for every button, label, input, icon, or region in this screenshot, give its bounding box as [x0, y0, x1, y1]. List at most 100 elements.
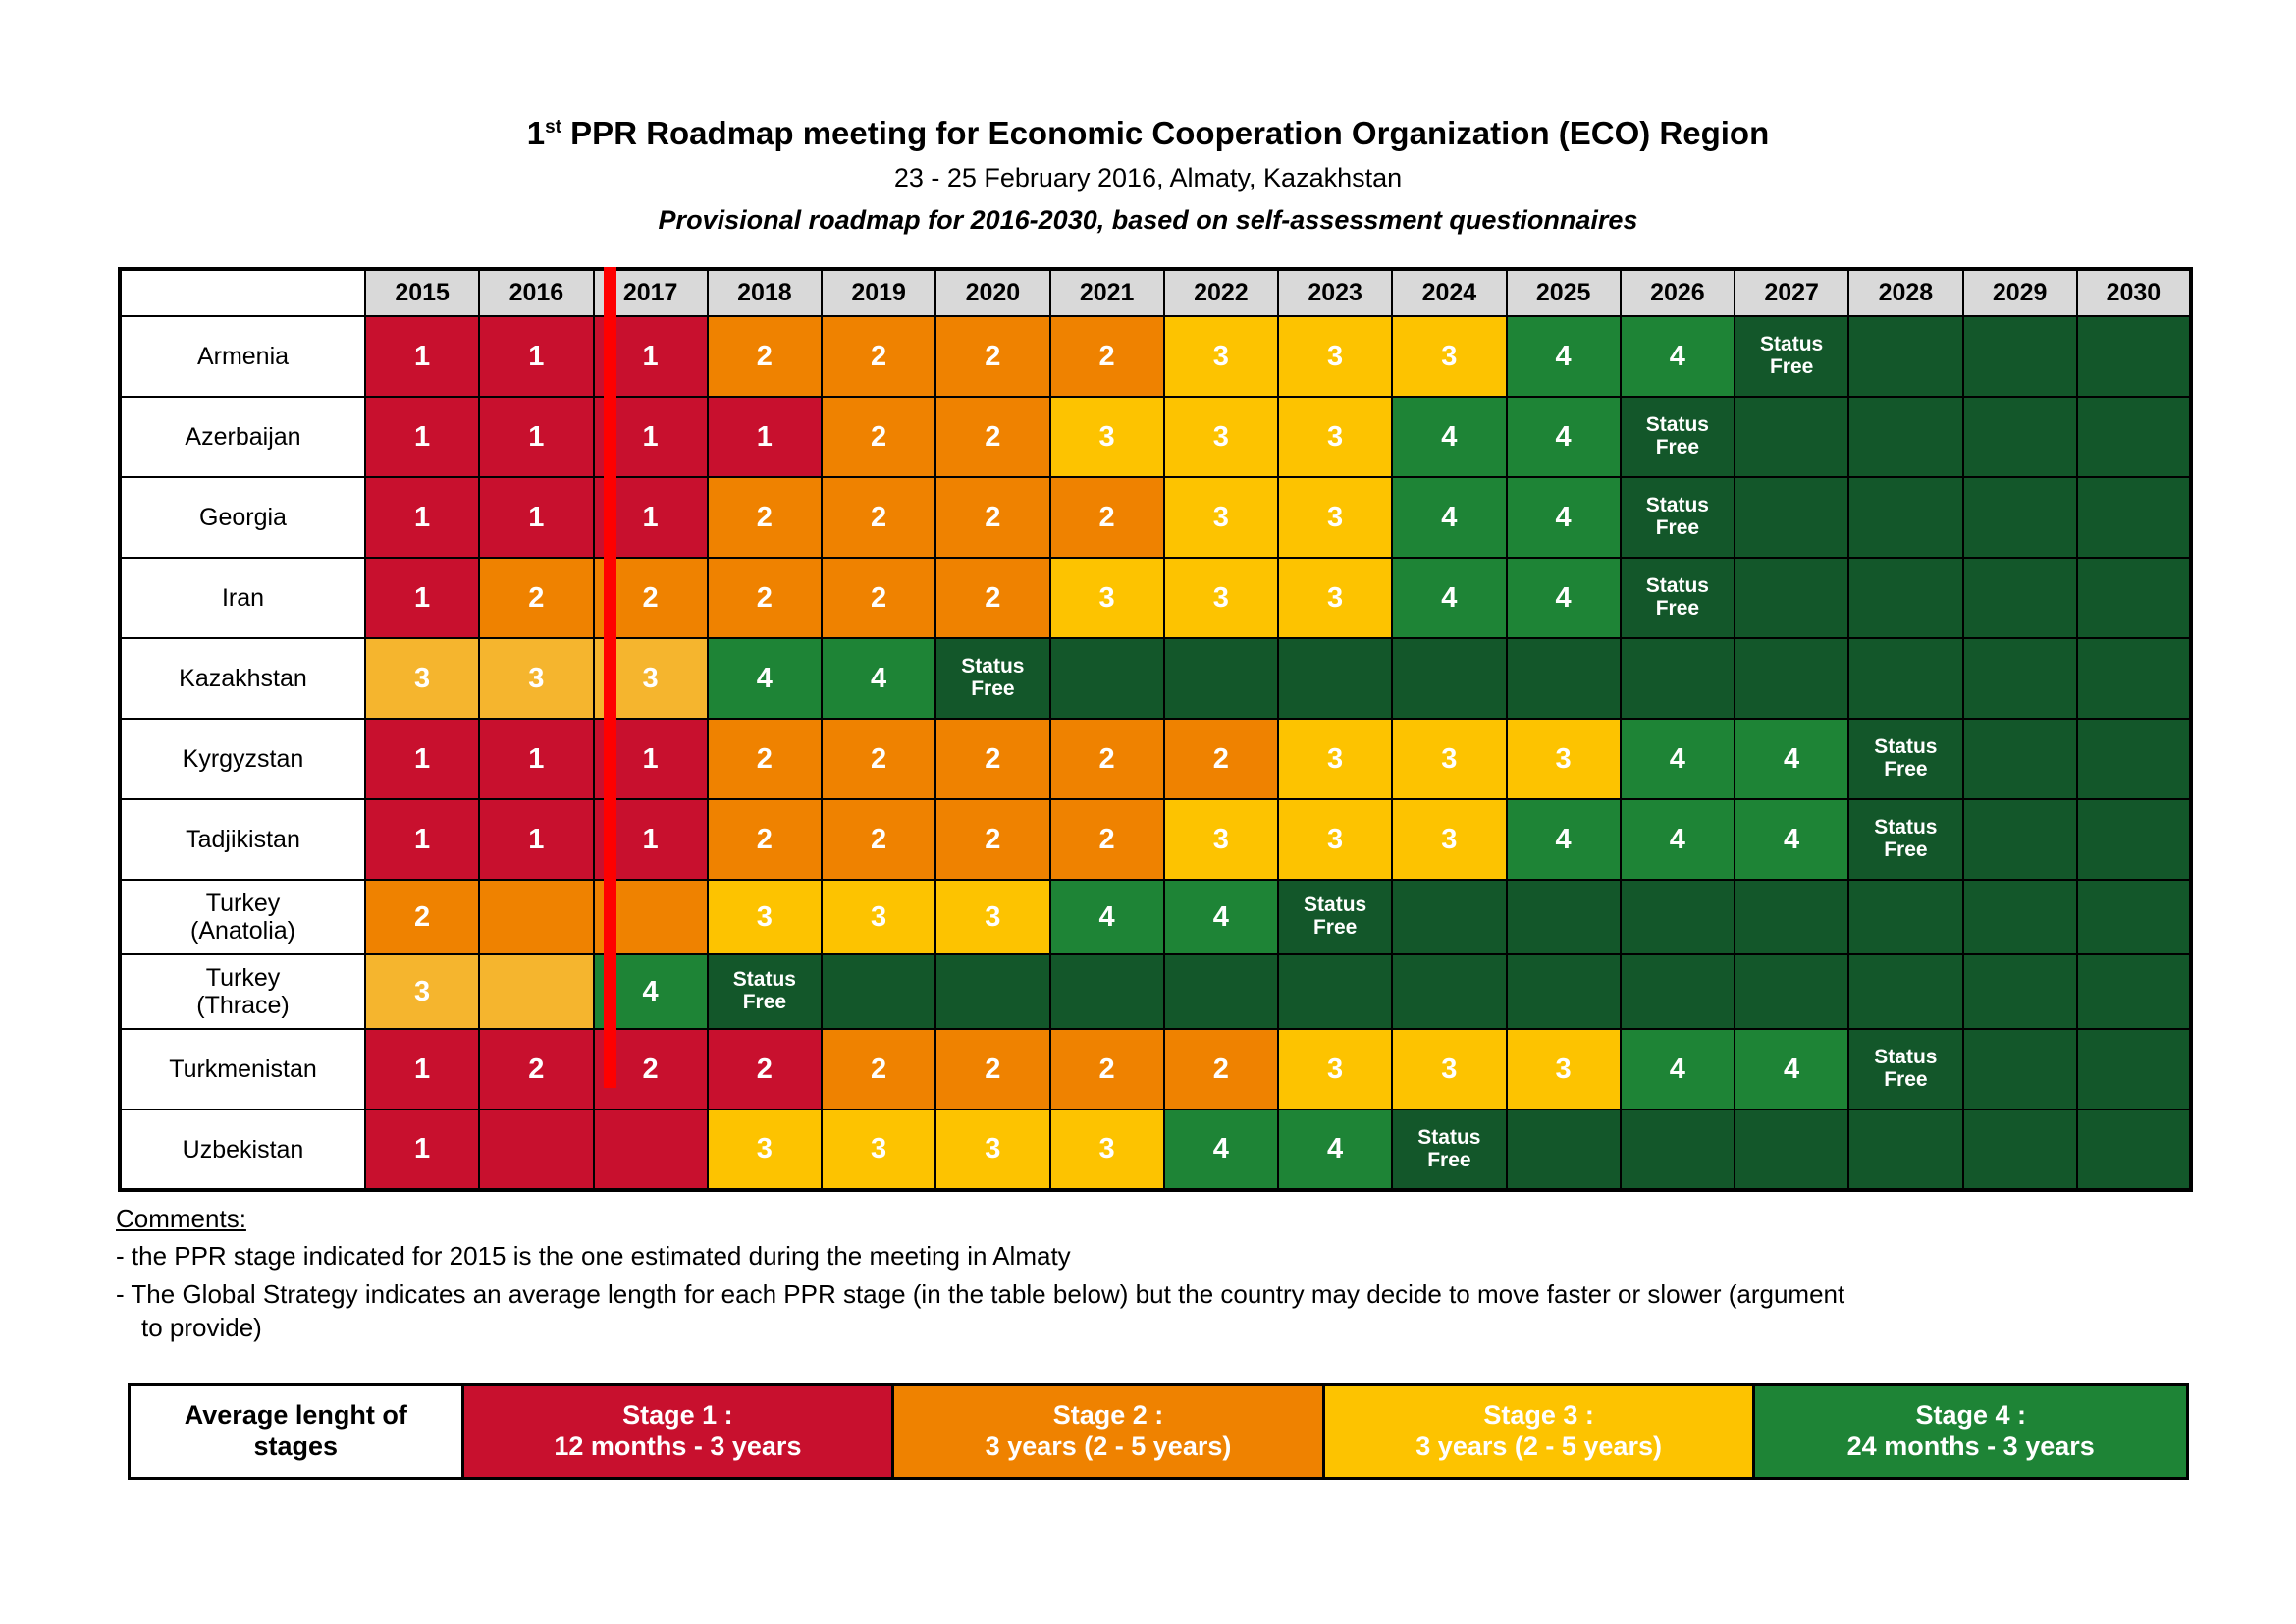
- page-subtitle: 23 - 25 February 2016, Almaty, Kazakhsta…: [893, 163, 1403, 193]
- stage-cell: [478, 953, 595, 1030]
- comment-line-1: - the PPR stage indicated for 2015 is th…: [116, 1241, 1071, 1272]
- year-header-2027: 2027: [1733, 268, 1850, 317]
- stage-cell: [1961, 557, 2078, 639]
- stage-legend: Average lenght of stages Stage 1 : 12 mo…: [128, 1383, 2190, 1480]
- legend-stage-4: Stage 4 : 24 months - 3 years: [1752, 1383, 2190, 1480]
- stage-cell: [1733, 879, 1850, 955]
- status-free-label: Status: [961, 655, 1025, 678]
- year-header-2026: 2026: [1619, 268, 1736, 317]
- stage-cell: 2: [820, 1028, 937, 1110]
- stage-cell: 2: [1162, 1028, 1280, 1110]
- stage-cell: 3: [1391, 1028, 1508, 1110]
- year-header-row: 2015 2016 2017 2018 2019 2020 2021 2022 2023 2024…: [120, 268, 2193, 317]
- table-row: Uzbekistan 1 3 3 3 3 4 4 Status Free: [119, 1109, 2193, 1191]
- country-label-azerbaijan: Azerbaijan: [119, 396, 366, 478]
- year-header-2018: 2018: [706, 268, 824, 317]
- year-header-2019: 2019: [820, 268, 937, 317]
- stage-cell: 3: [1276, 557, 1394, 639]
- title-ordinal-suffix: st: [545, 117, 561, 137]
- table-row: Turkey (Anatolia) 2 3 3 3 4 4 Status Free: [119, 879, 2193, 955]
- stage-cell: Status Free: [1847, 718, 1964, 800]
- title-prefix: 1: [526, 115, 546, 151]
- country-label-iran: Iran: [119, 557, 366, 639]
- stage-cell: [592, 1109, 709, 1191]
- country-label-uzbekistan: Uzbekistan: [119, 1109, 366, 1191]
- stage-cell: 2: [706, 476, 824, 559]
- status-free-label: Status: [1760, 333, 1824, 356]
- year-header-2028: 2028: [1847, 268, 1964, 317]
- stage-cell: [1961, 953, 2078, 1030]
- stage-cell: 1: [478, 476, 595, 559]
- stage-cell: [1276, 637, 1394, 720]
- stage-cell: [1048, 637, 1165, 720]
- stage-cell: 2: [934, 476, 1051, 559]
- table-row: Azerbaijan 1 1 1 1 2 2 3 3 3 4 4 Status Free: [119, 396, 2193, 478]
- stage-cell: [1847, 879, 1964, 955]
- stage-cell: 2: [820, 798, 937, 881]
- stage-cell: 2: [934, 396, 1051, 478]
- stage-cell: [1961, 798, 2078, 881]
- stage-cell: 3: [1048, 557, 1165, 639]
- stage-cell: [1961, 718, 2078, 800]
- stage-cell: 3: [1391, 798, 1508, 881]
- stage-cell: 4: [1391, 476, 1508, 559]
- roadmap-table-container: 2015 2016 2017 2018 2019 2020 2021 2022 2023 2024…: [118, 267, 2193, 1192]
- stage-cell: 2: [1048, 1028, 1165, 1110]
- stage-cell: 2: [1048, 315, 1165, 398]
- stage-cell: 3: [1276, 718, 1394, 800]
- stage-cell: [1505, 879, 1622, 955]
- stage-cell: Status Free: [1847, 798, 1964, 881]
- status-free-label: Free: [1655, 436, 1700, 459]
- stage-cell: 3: [1276, 1028, 1394, 1110]
- stage-cell: 1: [478, 315, 595, 398]
- table-row: Turkey (Thrace) 3 4 Status Free: [119, 953, 2193, 1030]
- stage-cell: 3: [1505, 718, 1622, 800]
- stage-cell: [2075, 798, 2193, 881]
- legend-stage-3-name: Stage 3 :: [1483, 1400, 1594, 1431]
- stage-cell: 2: [706, 718, 824, 800]
- table-row: Armenia 1 1 1 2 2 2 2 3 3 3 4 4 Status Free: [119, 315, 2193, 398]
- stage-cell: [1391, 953, 1508, 1030]
- year-header-2020: 2020: [934, 268, 1051, 317]
- stage-cell: [1619, 879, 1736, 955]
- page-title: 1st PPR Roadmap meeting for Economic Coo…: [0, 115, 2296, 151]
- status-free-label: Status: [732, 968, 796, 992]
- legend-title-line-1: Average lenght of: [184, 1400, 407, 1431]
- stage-cell: [2075, 879, 2193, 955]
- stage-cell: 1: [478, 718, 595, 800]
- stage-cell: 3: [1505, 1028, 1622, 1110]
- stage-cell: 2: [1048, 798, 1165, 881]
- stage-cell: [1961, 1028, 2078, 1110]
- stage-cell: 4: [1505, 315, 1622, 398]
- stage-cell: [1847, 476, 1964, 559]
- stage-cell: 4: [1391, 557, 1508, 639]
- stage-cell: 3: [934, 1109, 1051, 1191]
- stage-cell: [2075, 718, 2193, 800]
- country-label-georgia: Georgia: [119, 476, 366, 559]
- stage-cell: 1: [363, 476, 481, 559]
- stage-cell: 3: [1162, 557, 1280, 639]
- title-rest: PPR Roadmap meeting for Economic Coopera…: [561, 115, 1770, 151]
- country-label-kyrgyzstan: Kyrgyzstan: [119, 718, 366, 800]
- stage-cell: [1505, 1109, 1622, 1191]
- stage-cell: 3: [820, 1109, 937, 1191]
- stage-cell: [1733, 557, 1850, 639]
- stage-cell: [2075, 315, 2193, 398]
- country-label-kazakhstan: Kazakhstan: [119, 637, 366, 720]
- stage-cell: [1961, 879, 2078, 955]
- legend-stage-1-name: Stage 1 :: [622, 1400, 733, 1431]
- table-header: 2015 2016 2017 2018 2019 2020 2021 2022 2023 2024…: [120, 268, 2193, 317]
- comments-section: Comments: - the PPR stage indicated for …: [116, 1202, 2197, 1344]
- legend-stage-4-name: Stage 4 :: [1915, 1400, 2026, 1431]
- stage-cell: 4: [1619, 315, 1736, 398]
- stage-cell: 4: [1505, 557, 1622, 639]
- country-label-line-1: Turkey: [205, 890, 281, 917]
- stage-cell: 1: [363, 718, 481, 800]
- stage-cell: 2: [706, 557, 824, 639]
- stage-cell: 4: [1048, 879, 1165, 955]
- stage-cell: 1: [363, 557, 481, 639]
- stage-cell: 1: [363, 1109, 481, 1191]
- stage-cell: [1619, 637, 1736, 720]
- stage-cell: [934, 953, 1051, 1030]
- stage-cell: 3: [1162, 315, 1280, 398]
